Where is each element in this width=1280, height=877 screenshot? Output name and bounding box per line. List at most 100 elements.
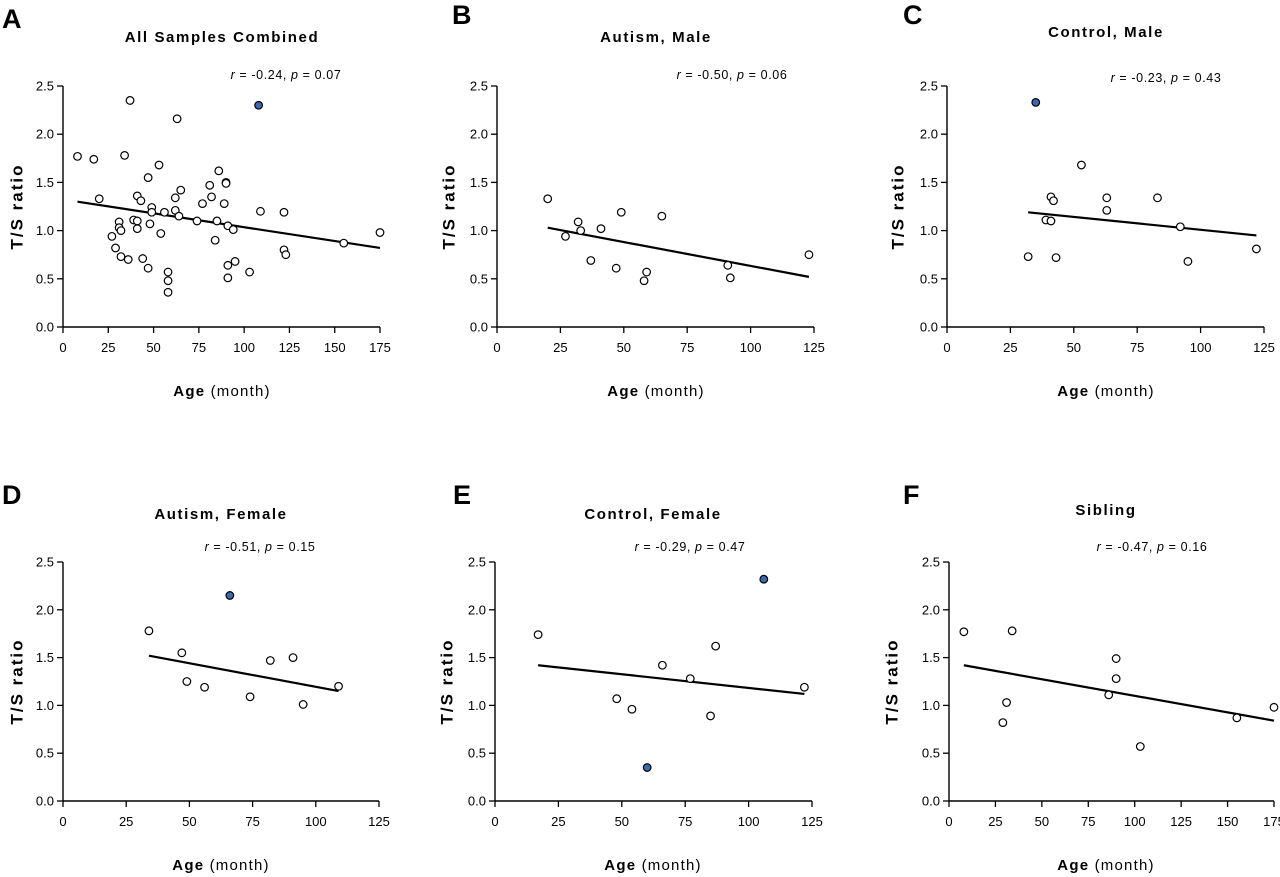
data-point [657,660,667,670]
data-point [143,263,153,273]
data-point [111,243,120,253]
x-tick-label: 125 [801,814,823,829]
data-point [230,257,240,266]
data-point [136,196,146,206]
chart-title: Control, Female [584,506,721,523]
x-tick-label: 25 [551,814,565,829]
regression-line [963,664,1275,722]
data-point [586,256,596,265]
x-tick-label: 100 [233,340,255,355]
chart-title: All Samples Combined [125,29,320,46]
y-tick-label: 1.5 [36,650,54,665]
x-tick-label: 0 [945,814,952,829]
x-tick-label: 175 [369,340,391,355]
data-point [573,217,583,227]
y-tick-label: 2.0 [920,127,938,142]
data-point [711,641,721,651]
chart-title: Autism, Male [600,29,712,46]
y-tick-label: 0.0 [470,320,488,335]
x-tick-label: 75 [1130,340,1144,355]
data-point [1077,160,1086,170]
y-tick-label: 2.0 [922,602,940,617]
data-point [1111,674,1121,684]
data-point [616,207,626,217]
data-point [154,160,164,170]
x-tick-label: 25 [553,340,567,355]
y-tick-label: 2.5 [922,555,940,570]
data-point [182,677,192,686]
regression-line [148,654,339,693]
data-point [210,235,220,245]
data-point [298,700,308,709]
data-point [334,681,343,691]
data-point [596,224,606,234]
y-tick-label: 1.0 [920,223,938,238]
data-point [219,199,229,209]
y-tick-label: 2.5 [36,555,54,570]
data-point [281,250,291,260]
y-tick-label: 0.0 [468,794,486,809]
data-point [339,238,349,248]
highlighted-data-point [1031,97,1041,107]
x-tick-label: 100 [1190,340,1212,355]
data-point [706,711,715,721]
correlation-annotation: r = -0.24, p = 0.07 [231,68,342,82]
data-point [176,185,186,195]
data-point [170,193,180,203]
y-axis-label: T/S ratio [888,163,907,249]
correlation-annotation: r = -0.50, p = 0.06 [677,68,788,82]
y-tick-label: 1.5 [36,175,54,190]
data-point [256,206,265,216]
data-point [723,260,733,270]
data-point [223,260,233,270]
chart-panel-c: C Control, Male r = -0.23, p = 0.43 T/S rat… [888,0,1274,400]
x-tick-label: 25 [1003,340,1017,355]
x-tick-label: 0 [493,340,500,355]
data-point [132,216,142,226]
correlation-annotation: r = -0.47, p = 0.16 [1097,540,1208,554]
data-point [1251,244,1261,254]
data-point [725,273,735,283]
data-point [107,231,117,241]
y-tick-label: 2.5 [36,79,54,94]
data-point [205,180,215,190]
y-tick-label: 1.0 [36,698,54,713]
data-point [1002,698,1011,707]
data-point [1046,216,1056,226]
chart-title: Autism, Female [154,506,287,523]
data-point [1183,257,1193,266]
chart-panel-e: E Control, Female r = -0.29, p = 0.47 T/S r… [437,480,822,874]
data-point [543,194,553,204]
data-point [144,626,154,636]
data-point [1135,742,1145,751]
y-axis-label: T/S ratio [7,163,26,249]
x-tick-label: 75 [1081,814,1095,829]
x-tick-label: 50 [146,340,160,355]
x-tick-label: 25 [988,814,1002,829]
y-tick-label: 2.0 [470,127,488,142]
y-tick-label: 1.0 [36,223,54,238]
x-tick-label: 125 [1170,814,1192,829]
y-tick-label: 2.0 [468,602,486,617]
x-tick-label: 50 [1067,340,1081,355]
x-tick-label: 25 [119,814,133,829]
y-tick-label: 2.5 [468,555,486,570]
data-point [177,648,187,658]
x-tick-label: 75 [680,340,694,355]
x-axis-label: Age (month) [607,383,704,400]
data-point [163,287,173,297]
data-point [1049,196,1058,206]
data-point [804,250,814,260]
data-point [576,226,586,236]
data-point [1232,713,1242,723]
y-tick-label: 1.5 [922,650,940,665]
data-point [147,207,157,217]
panel-letter: E [453,480,471,510]
data-point [642,267,652,277]
panel-letter: D [2,480,22,510]
data-point [375,228,385,237]
regression-line [547,226,810,278]
y-tick-label: 1.0 [470,223,488,238]
data-point [1007,626,1017,636]
